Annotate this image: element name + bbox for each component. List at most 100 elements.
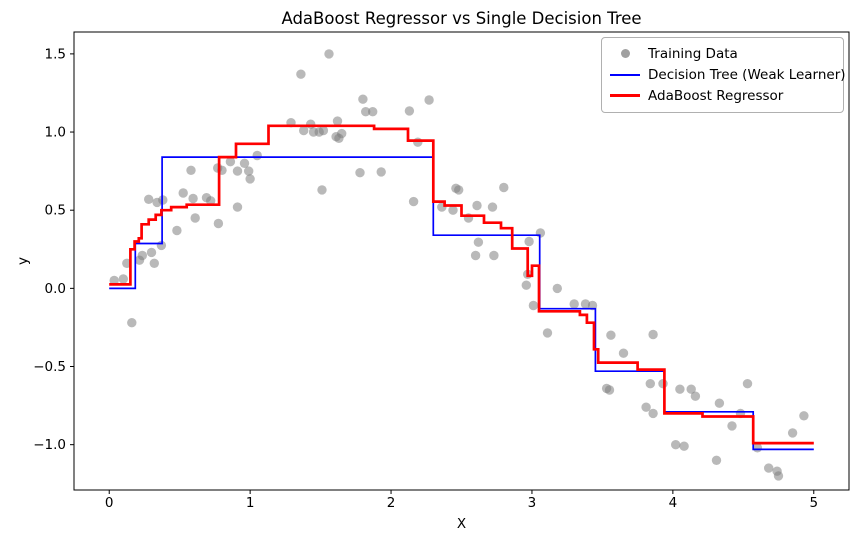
data-point [190, 213, 200, 223]
data-point [606, 330, 616, 340]
data-point [472, 200, 482, 211]
data-point [580, 299, 591, 309]
data-point [521, 280, 531, 290]
data-point [376, 167, 386, 177]
data-point [448, 205, 458, 215]
y-axis: −1.0 −0.5 0.0 0.5 1.0 1.5 [33, 46, 74, 453]
data-point [146, 247, 157, 258]
y-tick-label: −0.5 [33, 359, 66, 375]
data-point [679, 441, 689, 451]
data-point [213, 218, 224, 229]
data-point [552, 283, 562, 294]
x-tick-label: 5 [809, 495, 818, 511]
data-point [355, 168, 365, 178]
y-tick-label: 0.5 [45, 203, 66, 219]
data-point [172, 225, 182, 236]
legend-label: Decision Tree (Weak Learner) [648, 66, 846, 83]
data-point [332, 116, 343, 126]
data-point [239, 158, 250, 168]
data-point [686, 384, 696, 394]
x-tick-label: 2 [387, 495, 396, 511]
data-point [424, 95, 434, 105]
data-point [764, 463, 774, 473]
data-point [473, 237, 484, 247]
data-point [317, 185, 327, 195]
data-point [752, 443, 763, 453]
data-point [648, 408, 658, 419]
adaboost-line-icon [602, 94, 648, 97]
data-point [711, 455, 722, 465]
data-point [648, 329, 658, 340]
legend-label: AdaBoost Regressor [648, 87, 784, 104]
x-axis: 0 1 2 3 4 5 [105, 490, 818, 511]
data-point [454, 185, 464, 195]
data-point [569, 299, 579, 309]
y-tick-label: 1.0 [45, 125, 66, 141]
legend-label: Training Data [648, 45, 738, 62]
data-point [137, 250, 147, 261]
training-data-marker-icon [602, 49, 648, 58]
data-point [127, 318, 137, 328]
data-point [186, 165, 196, 175]
data-point [742, 379, 753, 389]
data-point [149, 258, 159, 268]
data-point [252, 150, 262, 161]
data-point [118, 274, 128, 284]
data-point [587, 300, 598, 311]
data-point [361, 107, 371, 117]
x-tick-label: 1 [246, 495, 255, 511]
legend-item-training-data: Training Data [602, 43, 843, 64]
data-point [404, 106, 415, 116]
data-point [144, 194, 154, 204]
x-tick-label: 4 [669, 495, 678, 511]
legend: Training Data Decision Tree (Weak Learne… [601, 37, 846, 113]
data-point [524, 236, 534, 247]
y-axis-label: y [15, 257, 31, 265]
data-point [714, 398, 725, 408]
data-point [618, 348, 629, 358]
data-point [645, 379, 655, 389]
data-point [487, 202, 498, 212]
data-point [225, 157, 236, 167]
data-point [671, 440, 681, 450]
data-point [299, 125, 309, 136]
data-point [413, 137, 423, 147]
legend-item-adaboost: AdaBoost Regressor [602, 85, 843, 106]
data-point [542, 328, 553, 338]
data-point [358, 94, 368, 104]
decision-tree-line-icon [602, 73, 648, 76]
data-point [727, 421, 737, 431]
x-tick-label: 3 [528, 495, 537, 511]
x-axis-label: X [456, 516, 467, 532]
data-point [408, 196, 419, 207]
x-tick-label: 0 [105, 495, 114, 511]
y-tick-label: 1.5 [45, 46, 66, 62]
data-point [658, 379, 668, 389]
chart-title: AdaBoost Regressor vs Single Decision Tr… [281, 9, 642, 28]
data-point [641, 402, 651, 412]
data-point [206, 196, 216, 206]
data-point [528, 300, 539, 311]
data-point [799, 411, 809, 421]
data-point [470, 250, 481, 261]
axes-spines [73, 31, 850, 491]
y-tick-label: −1.0 [33, 437, 66, 453]
data-point [232, 166, 243, 176]
data-point [188, 193, 198, 204]
data-point [244, 166, 254, 176]
data-point [787, 428, 798, 438]
data-point [178, 188, 188, 198]
data-point [232, 202, 243, 212]
data-point [499, 182, 509, 193]
legend-item-decision-tree: Decision Tree (Weak Learner) [602, 64, 846, 85]
data-point [368, 107, 378, 117]
adaboost-regressor-line [109, 124, 814, 445]
data-point [604, 385, 615, 395]
data-point [489, 250, 499, 261]
data-point [675, 384, 685, 394]
data-point [296, 69, 306, 79]
y-tick-label: 0.0 [45, 281, 66, 297]
data-point [337, 128, 347, 139]
data-point [324, 49, 334, 59]
